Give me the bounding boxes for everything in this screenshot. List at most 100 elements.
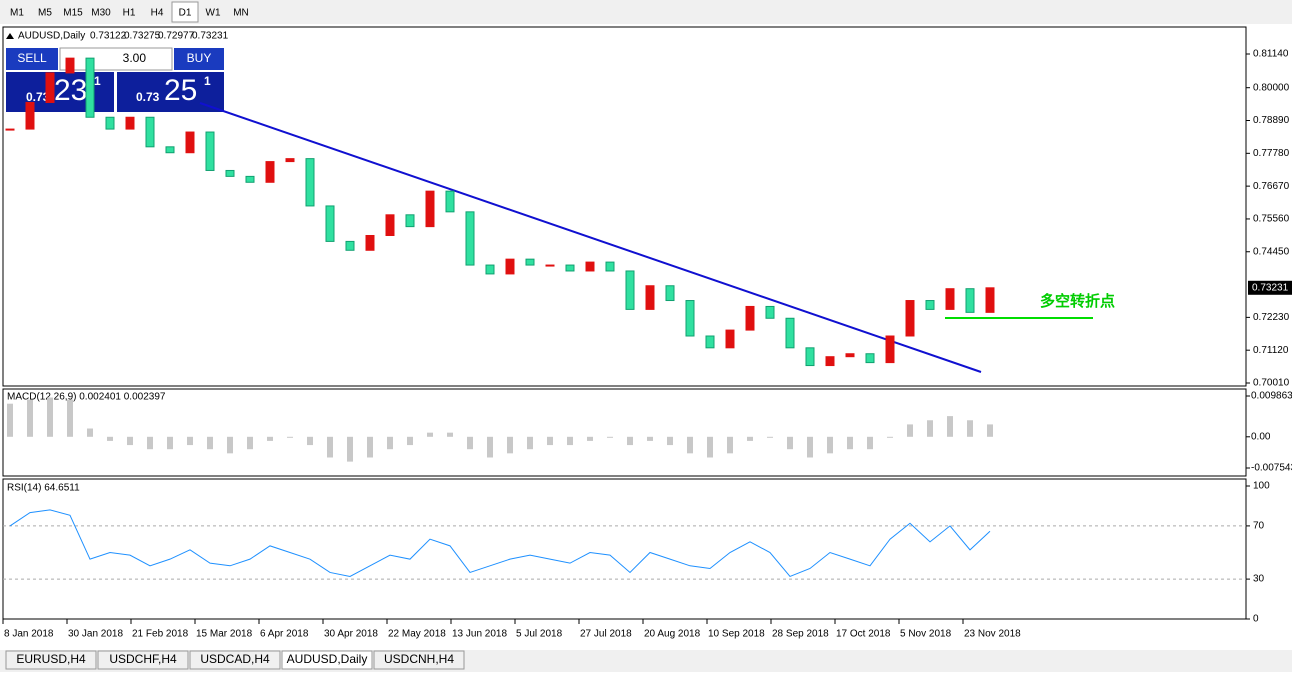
macd-bar (27, 399, 33, 437)
x-tick-label: 22 May 2018 (388, 629, 446, 640)
macd-bar (547, 436, 553, 446)
candle (985, 287, 995, 313)
rsi-line (9, 509, 991, 578)
macd-bar (47, 397, 53, 437)
candle (725, 329, 735, 349)
y-tick-label: 0.00 (1251, 431, 1271, 442)
macd-bar (967, 420, 973, 437)
macd-bar (7, 403, 13, 437)
timeframe-label: M15 (63, 8, 83, 19)
y-tick-label: 0.78890 (1253, 115, 1290, 126)
macd-bar (87, 428, 93, 437)
macd-bar (947, 416, 953, 437)
candle (145, 116, 155, 148)
macd-bar (587, 436, 593, 441)
macd-bar (627, 436, 633, 446)
y-tick-label: 0.76670 (1253, 181, 1290, 192)
buy-big: 0.73 (136, 90, 160, 104)
macd-bar (207, 436, 213, 450)
y-tick-label: 0.75560 (1253, 214, 1290, 225)
timeframe-button[interactable] (116, 2, 142, 22)
macd-bar (467, 436, 473, 450)
macd-bar (747, 436, 753, 441)
timeframe-label: D1 (179, 8, 192, 19)
y-tick-label: 0.74450 (1253, 246, 1290, 257)
timeframe-button[interactable] (144, 2, 170, 22)
candle (785, 317, 795, 349)
symbol-tab[interactable] (97, 650, 189, 670)
macd-bar (367, 436, 373, 458)
candle (965, 288, 975, 313)
timeframe-button[interactable] (200, 2, 226, 22)
candle (5, 128, 15, 131)
y-tick-label: 30 (1253, 574, 1265, 585)
buy-label: BUY (187, 51, 212, 65)
candle (225, 169, 235, 177)
tab-label: USDCHF,H4 (109, 652, 177, 666)
rsi-title: RSI(14) 64.6511 (7, 483, 80, 494)
macd-bar (247, 436, 253, 450)
candle (905, 300, 915, 337)
timeframe-button[interactable] (88, 2, 114, 22)
symbol-tab[interactable] (5, 650, 97, 670)
macd-bar (567, 436, 573, 446)
candle (445, 190, 455, 213)
macd-bar (387, 436, 393, 450)
candle (705, 335, 715, 349)
sell-price[interactable] (6, 72, 114, 112)
candle (665, 285, 675, 302)
sell-label: SELL (17, 51, 47, 65)
candle (525, 258, 535, 266)
macd-bar (407, 436, 413, 446)
candle (925, 300, 935, 310)
sell-pips: 23 (54, 74, 87, 107)
candle (45, 72, 55, 103)
candle (85, 57, 95, 118)
macd-bar (687, 436, 693, 454)
candle (625, 270, 635, 310)
tab-label: USDCAD,H4 (200, 652, 270, 666)
lots-input[interactable] (59, 47, 173, 71)
timeframe-button[interactable] (60, 2, 86, 22)
timeframe-label: M1 (10, 8, 24, 19)
symbol-tab[interactable] (373, 650, 465, 670)
x-tick-label: 15 Mar 2018 (196, 629, 253, 640)
timeframe-button[interactable] (171, 1, 199, 23)
macd-bar (727, 436, 733, 454)
macd-bar (987, 424, 993, 437)
macd-bar (487, 436, 493, 458)
macd-bar (787, 436, 793, 450)
macd-bar (327, 436, 333, 458)
rsi-panel (2, 478, 1247, 620)
x-tick-label: 23 Nov 2018 (964, 629, 1021, 640)
candle (305, 158, 315, 207)
symbol-tab[interactable] (189, 650, 281, 670)
macd-bar (827, 436, 833, 454)
annotation: 多空转折点 (1040, 292, 1115, 310)
y-tick-label: 0.81140 (1253, 49, 1289, 60)
timeframe-button[interactable] (32, 2, 58, 22)
tab-label: USDCNH,H4 (384, 652, 454, 666)
current-price: 0.73231 (1252, 282, 1289, 293)
buy-button[interactable] (174, 48, 224, 70)
y-tick-label: 0.80000 (1253, 82, 1290, 93)
macd-bar (707, 436, 713, 458)
timeframe-button[interactable] (4, 2, 30, 22)
symbol-tab[interactable] (281, 650, 373, 670)
sell-button[interactable] (6, 48, 58, 70)
candle (465, 211, 475, 266)
candle (205, 131, 215, 171)
candle (805, 347, 815, 367)
macd-bar (447, 432, 453, 437)
macd-bar (927, 420, 933, 437)
collapse-icon[interactable] (6, 33, 14, 39)
candle (765, 305, 775, 319)
y-tick-label: 0.77780 (1253, 148, 1290, 159)
candle (585, 261, 595, 272)
macd-bar (867, 436, 873, 450)
timeframe-button[interactable] (228, 2, 254, 22)
macd-bar (907, 424, 913, 437)
y-tick-label: 100 (1253, 481, 1270, 492)
candle (185, 131, 195, 154)
y-tick-label: 0.72230 (1253, 312, 1290, 323)
